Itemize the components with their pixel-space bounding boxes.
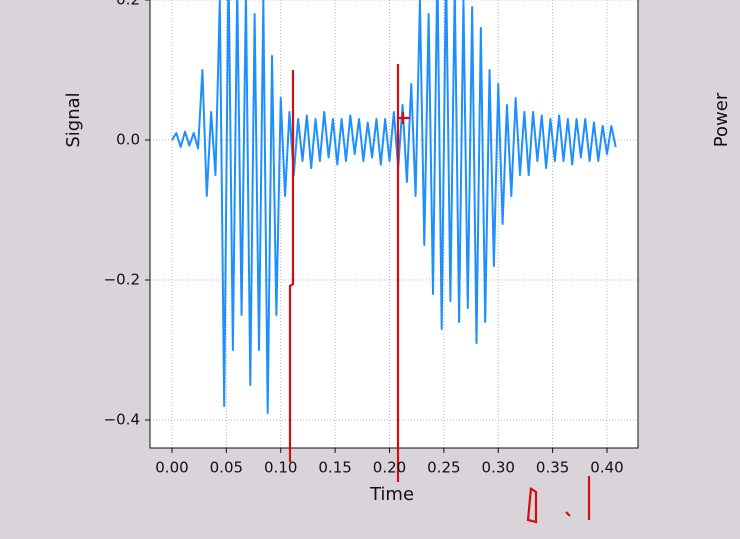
annotations: [288, 64, 591, 524]
x-tick-label: 0.05: [210, 459, 243, 477]
annotation-cross: [398, 112, 410, 124]
x-tick-label: 0.00: [155, 459, 188, 477]
series: [171, 0, 617, 414]
x-tick-label: 0.35: [536, 459, 569, 477]
x-axis-label: Time: [369, 484, 414, 505]
y-tick-label: −0.4: [104, 411, 140, 429]
x-tick-label: 0.25: [427, 459, 460, 477]
y-tick-label: 0.2: [116, 0, 140, 9]
y-axis-label: Signal: [63, 92, 84, 147]
annotation-scribble: [565, 511, 571, 517]
x-tick-label: 0.30: [482, 459, 515, 477]
x-tick-label: 0.10: [264, 459, 297, 477]
x-tick-label: 0.15: [318, 459, 351, 477]
side-axis-label: Power: [711, 92, 732, 147]
signal-line: [171, 0, 617, 414]
annotation-stroke: [288, 70, 295, 462]
x-tick-label: 0.40: [590, 459, 623, 477]
plot-frame: [149, 0, 639, 449]
annotation-scribble: [526, 487, 538, 524]
x-tick-label: 0.20: [373, 459, 406, 477]
y-tick-label: −0.2: [104, 271, 140, 289]
y-tick-label: 0.0: [116, 131, 140, 149]
